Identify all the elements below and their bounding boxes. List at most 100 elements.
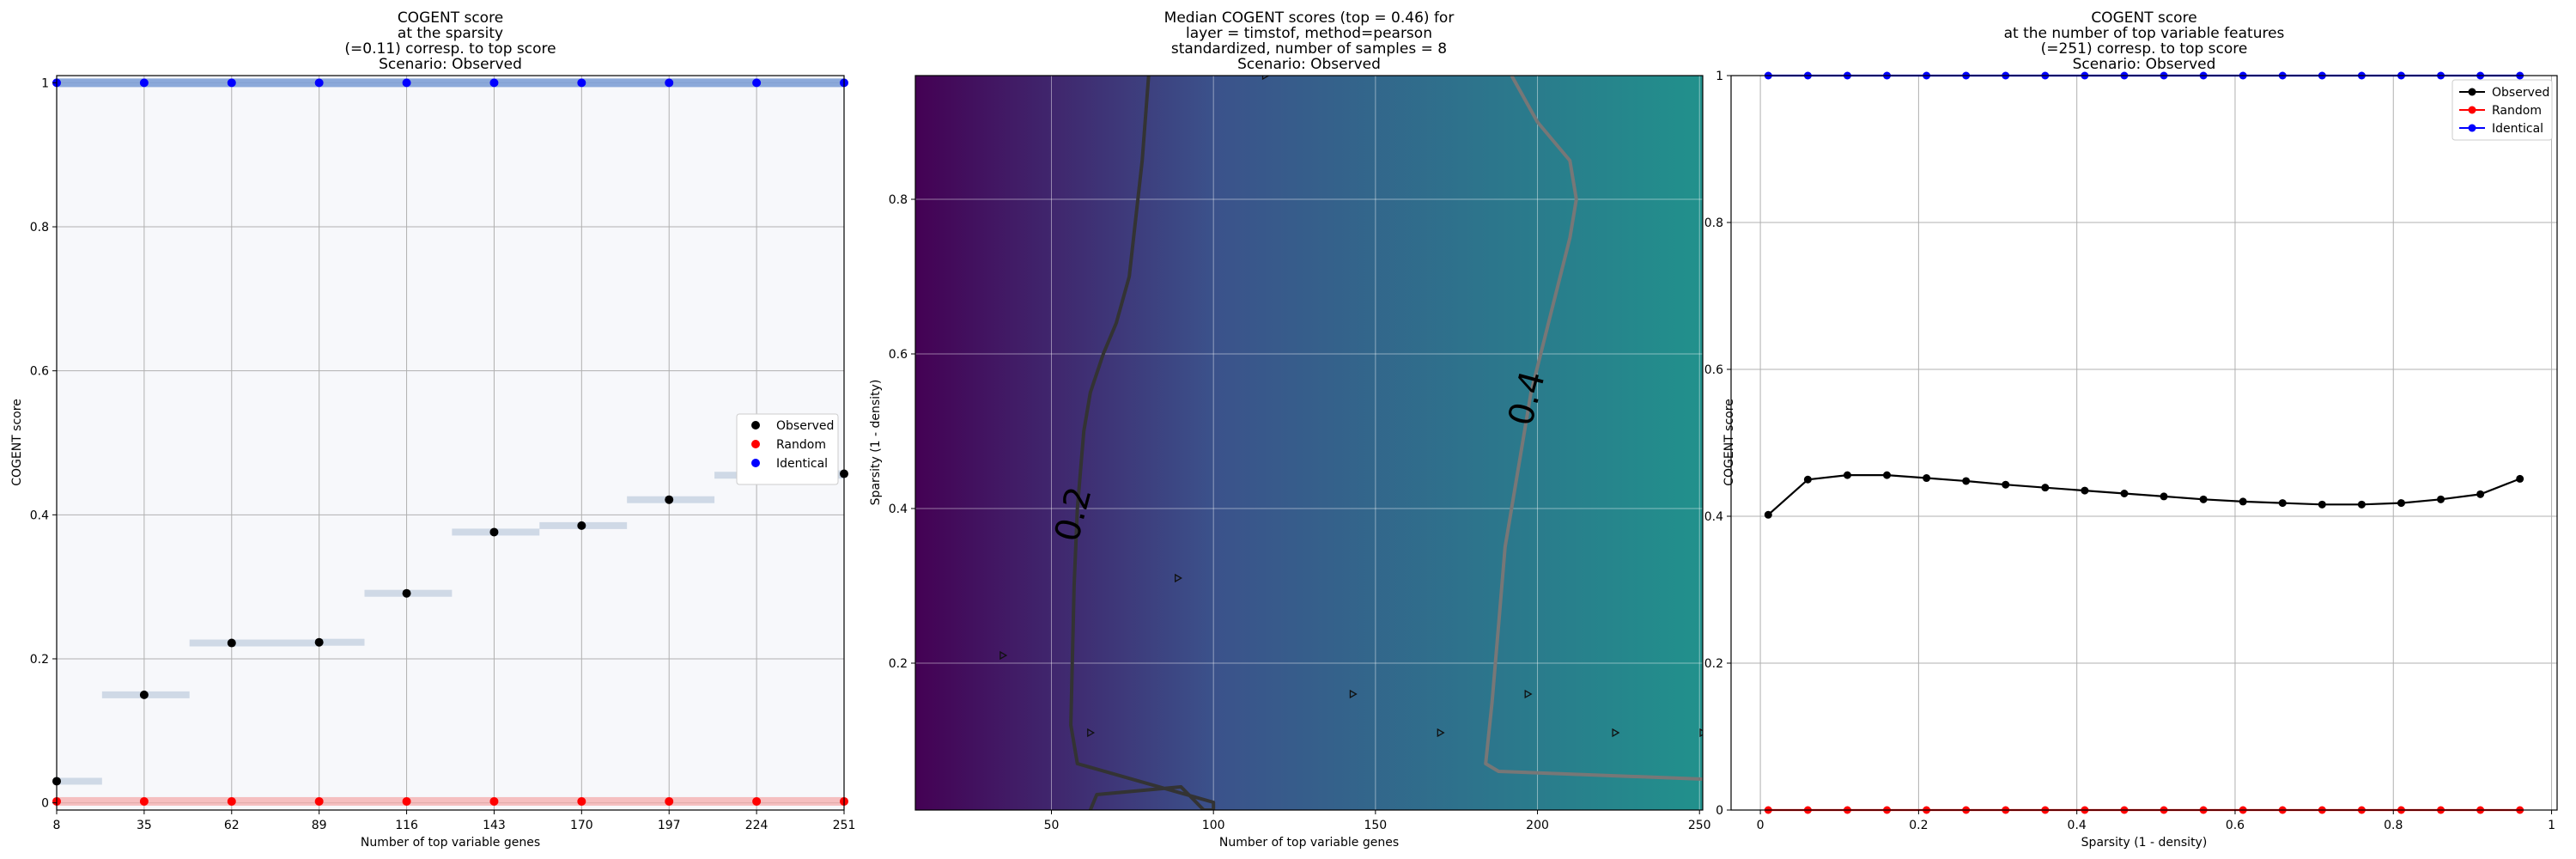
panel-2-marker <box>1612 728 1620 738</box>
panel-1-legend-box <box>736 413 839 485</box>
panel-1-observed-point <box>227 638 236 648</box>
panel-1-y-tick-label: 0.2 <box>30 653 49 667</box>
panel-3-y-tick-label: 0.4 <box>1704 510 1723 524</box>
panel-3-legend-identical: Identical <box>2492 122 2543 136</box>
panel-2-marker <box>1524 689 1533 699</box>
panel-3-y-tick-label: 0.6 <box>1704 363 1723 377</box>
panel-1-y-tick-label: 0.4 <box>30 509 49 522</box>
panel-2-x-tick-label: 100 <box>1202 819 1225 832</box>
panel-3-observed-point <box>2397 499 2405 508</box>
panel-1-identical-point <box>402 78 411 88</box>
panel-1-legend-observed: Observed <box>776 419 834 433</box>
panel-1-x-tick-label: 35 <box>137 819 152 832</box>
panel-1-identical-point <box>752 78 762 88</box>
panel-3-observed-point <box>1883 471 1892 479</box>
panel-1-legend: Observed Random Identical <box>736 413 839 485</box>
panel-1-x-tick-label: 116 <box>395 819 418 832</box>
panel-1-identical-point <box>227 78 236 88</box>
panel-1-title-line-2: at the sparsity <box>398 25 503 42</box>
panel-2-title-line-4: Scenario: Observed <box>1237 56 1381 73</box>
panel-3-frame <box>1730 75 2558 811</box>
panel-2-marker <box>999 650 1008 661</box>
panel-2-x-axis-label: Number of top variable genes <box>1219 836 1399 850</box>
panel-3-legend-identical-marker <box>2468 124 2476 132</box>
panel-3-ticks: 0 0.2 0.4 0.6 0.8 1 0 0.2 0.4 0.6 0.8 1 <box>1704 70 2555 832</box>
panel-3-observed-point <box>1923 474 1931 483</box>
panel-3-observed-point <box>2081 486 2089 495</box>
panel-3-title-line-4: Scenario: Observed <box>2073 56 2216 73</box>
panel-1-observed-point <box>577 521 586 530</box>
panel-2-y-tick-label: 0.8 <box>889 193 908 207</box>
panel-1-identical-point <box>139 78 149 88</box>
panel-3-plot-area <box>1731 76 2557 810</box>
panel-1-x-tick-label: 170 <box>570 819 593 832</box>
panel-3-observed-point <box>1803 475 1812 484</box>
panel-2-x-tick-label: 50 <box>1044 819 1060 832</box>
panel-3-observed-point <box>2278 499 2287 508</box>
panel-2-y-axis-label: Sparsity (1 - density) <box>869 380 883 506</box>
panel-1-x-tick-label: 62 <box>224 819 240 832</box>
panel-3-title-line-3: (=251) corresp. to top score <box>2041 40 2248 58</box>
panel-2-heatmap-fill <box>915 76 1703 810</box>
panel-3-legend-observed-marker <box>2468 88 2476 96</box>
panel-3-legend-random-marker <box>2468 106 2476 114</box>
panel-1-random-point <box>665 796 674 806</box>
panel-1-identical-band <box>57 78 844 88</box>
panel-2-y-tick-label: 0.6 <box>889 348 908 362</box>
panel-3-observed-point <box>2002 480 2010 489</box>
panel-3-observed-point <box>2357 500 2366 509</box>
panel-3-observed-point <box>1764 510 1772 519</box>
panel-1-x-tick-label: 143 <box>483 819 506 832</box>
panel-3-observed-point <box>1843 471 1851 479</box>
panel-1-x-tick-label: 224 <box>745 819 769 832</box>
panel-2-y-tick-label: 0.2 <box>889 657 908 671</box>
panel-2-title-line-3: standardized, number of samples = 8 <box>1171 40 1447 58</box>
panel-1-title-line-4: Scenario: Observed <box>379 56 522 73</box>
panel-3-observed-point <box>2041 484 2050 492</box>
panel-1-legend-random: Random <box>776 438 826 452</box>
panel-1-random-point <box>227 796 236 806</box>
panel-2-marker <box>1437 728 1445 738</box>
panel-1-ticks: 8 35 62 89 116 143 170 197 224 251 0 0.2 0.4 0.6 0.8 1 <box>30 76 856 832</box>
panel-2-marker <box>1087 728 1096 738</box>
panel-1-random-point <box>314 796 324 806</box>
panel-1-identical-point <box>314 78 324 88</box>
panel-3-x-tick-label: 1 <box>2548 819 2555 832</box>
panel-1-random-point <box>752 796 762 806</box>
panel-1-observed-point <box>665 495 674 504</box>
panel-1-legend-identical: Identical <box>776 457 828 471</box>
panel-3-title-line-1: COGENT score <box>2091 9 2196 27</box>
panel-3-x-tick-label: 0.2 <box>1909 819 1928 832</box>
panel-3-y-axis-label: COGENT score <box>1722 399 1736 486</box>
panel-1-x-axis-label: Number of top variable genes <box>361 836 540 850</box>
panel-3-x-tick-label: 0 <box>1757 819 1765 832</box>
panel-1-random-point <box>402 796 411 806</box>
panel-1-observed-point <box>139 690 149 699</box>
panel-1-identical-point <box>577 78 586 88</box>
panel-3-x-tick-label: 0.6 <box>2226 819 2245 832</box>
panel-1-plot-area <box>57 76 844 810</box>
panel-2-frame <box>914 75 1704 811</box>
panel-1-random-point <box>577 796 586 806</box>
panel-3-observed-point <box>2437 495 2445 503</box>
panel-2-grid <box>915 76 1703 810</box>
panel-1-cogent-vs-genes: 8 35 62 89 116 143 170 197 224 25100.20.40.60.81 … <box>10 9 855 850</box>
panel-2-contour-line <box>1484 76 1703 781</box>
panel-1-y-tick-label: 0.6 <box>30 365 49 379</box>
panel-3-observed-point <box>1962 477 1971 485</box>
panel-2-x-tick-label: 150 <box>1364 819 1387 832</box>
panel-2-y-tick-label: 0.4 <box>889 503 908 516</box>
panel-3-observed-line <box>1767 474 2521 516</box>
panel-1-observed-range-bar <box>189 639 319 647</box>
panel-3-observed-point <box>2160 492 2168 501</box>
panel-2-title-line-1: Median COGENT scores (top = 0.46) for <box>1164 9 1455 27</box>
panel-1-random-band <box>57 796 844 806</box>
panel-3-observed-point <box>2516 474 2524 483</box>
panel-3-observed-point <box>2476 490 2485 498</box>
panel-3-observed-point <box>2120 489 2129 497</box>
panel-2-x-tick-label: 200 <box>1526 819 1549 832</box>
panel-1-legend-observed-marker <box>751 421 760 430</box>
panel-3-title-line-2: at the number of top variable features <box>2004 25 2285 42</box>
panel-1-x-tick-label: 8 <box>53 819 61 832</box>
